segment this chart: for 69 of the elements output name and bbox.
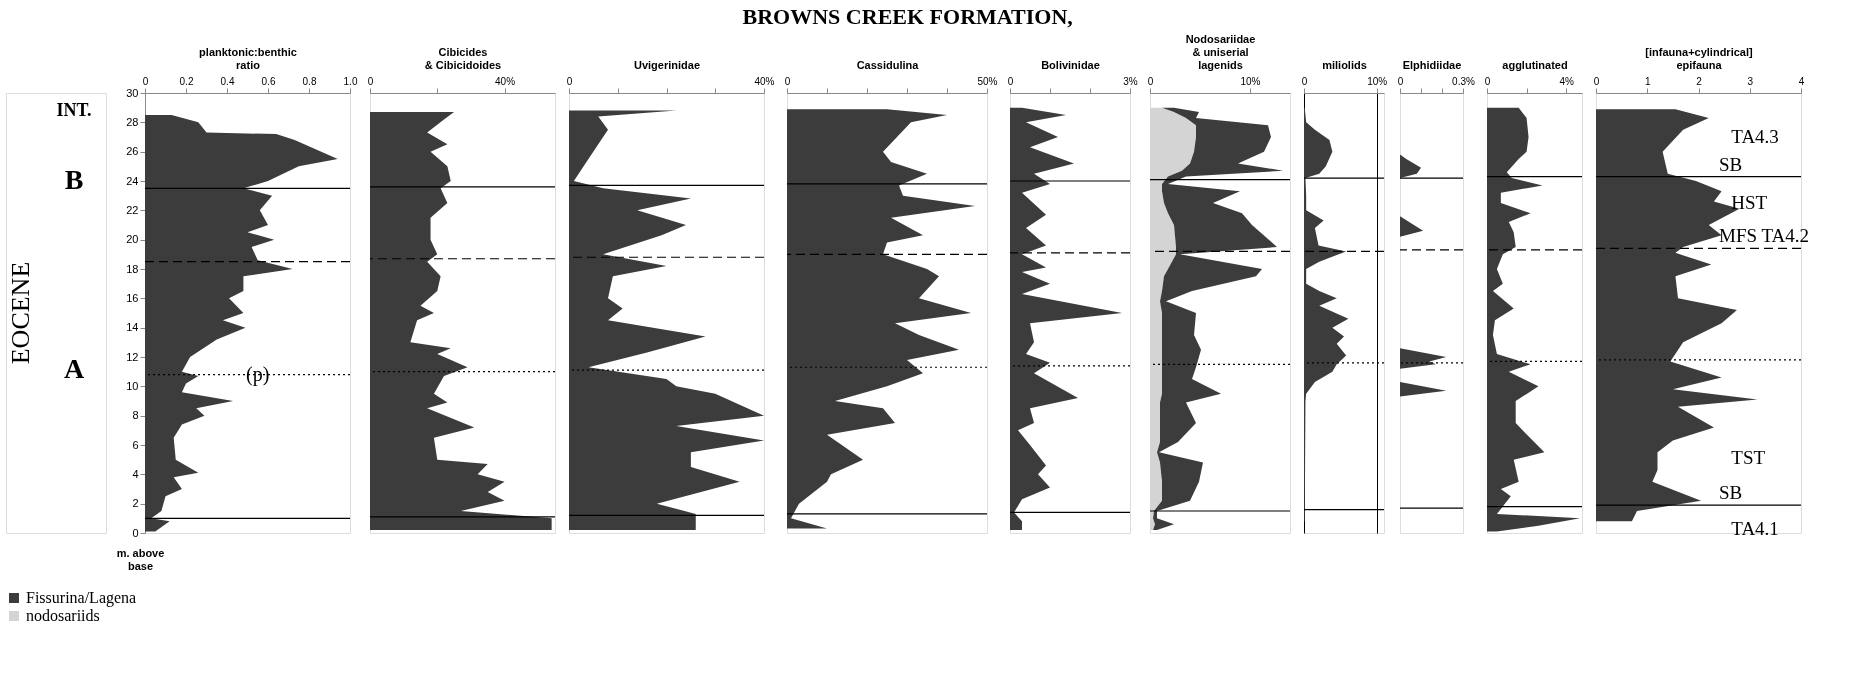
x-tick-label: 0: [367, 75, 374, 87]
y-tick-label: 22: [126, 203, 139, 216]
ref-line-label: (p): [246, 362, 270, 386]
y-tick-label: 18: [126, 262, 139, 275]
x-axis-title: Cassidulina: [856, 58, 920, 71]
y-tick-label: 30: [126, 86, 139, 99]
y-tick-label: 26: [126, 145, 139, 158]
x-tick-label: 3: [1747, 75, 1754, 87]
x-tick-label: 0: [566, 75, 573, 87]
x-tick-label: 0: [1007, 75, 1014, 87]
x-tick-label: 10%: [1240, 75, 1261, 87]
x-tick-label: 0: [1484, 75, 1491, 87]
x-tick-label: 0.6: [261, 75, 276, 87]
y-tick-label: 4: [132, 467, 139, 480]
legend-label: nodosariids: [26, 607, 100, 624]
x-axis-title: [infauna+cylindrical] epifauna: [1645, 45, 1753, 71]
x-tick-label: 40%: [754, 75, 775, 87]
text: EOCENE: [6, 261, 35, 365]
x-tick-label: 0.4: [220, 75, 235, 87]
y-tick-label: 14: [126, 321, 139, 334]
x-tick-label: 0: [1147, 75, 1154, 87]
y-tick-label: 6: [132, 438, 139, 451]
x-tick-label: 0: [1301, 75, 1308, 87]
x-tick-label: 1.0: [343, 75, 358, 87]
x-tick-label: 0: [784, 75, 791, 87]
annotation: SB: [1719, 482, 1743, 504]
y-tick-label: 8: [132, 409, 139, 422]
x-axis-title: Cibicides & Cibicidoides: [424, 45, 502, 71]
text: BROWNS CREEK FORMATION,: [742, 3, 1073, 29]
x-tick-label: 4: [1798, 75, 1805, 87]
x-axis-title: Uvigerinidae: [633, 58, 701, 71]
x-tick-label: 50%: [977, 75, 998, 87]
x-axis-title: Bolivinidae: [1041, 58, 1100, 71]
x-axis-title: agglutinated: [1502, 58, 1568, 71]
x-tick-label: 0: [142, 75, 149, 87]
annotation: MFS TA4.2: [1719, 225, 1809, 247]
y-tick-label: 10: [126, 379, 139, 392]
y-tick-label: 28: [126, 115, 139, 128]
x-tick-label: 1: [1644, 75, 1651, 87]
x-axis-title: planktonic:benthic ratio: [199, 45, 297, 71]
x-tick-label: 10%: [1367, 75, 1388, 87]
x-tick-label: 0.8: [302, 75, 317, 87]
x-tick-label: 0.2: [179, 75, 194, 87]
annotation: TA4.3: [1731, 126, 1779, 147]
text: B: [64, 164, 84, 195]
x-tick-label: 0: [1397, 75, 1404, 87]
x-axis-title: miliolids: [1322, 58, 1367, 71]
legend-label: Fissurina/Lagena: [26, 589, 137, 607]
x-tick-label: 40%: [495, 75, 516, 87]
x-tick-label: 3%: [1123, 75, 1138, 87]
y-tick-label: 20: [126, 233, 139, 246]
y-tick-label: 0: [132, 526, 139, 539]
x-tick-label: 0.3%: [1452, 75, 1475, 87]
x-axis-title: Nodosariidae & uniserial lagenids: [1185, 32, 1256, 71]
text: A: [63, 353, 85, 385]
annotation: SB: [1719, 153, 1743, 175]
x-tick-label: 4%: [1559, 75, 1574, 87]
x-tick-label: 0: [1593, 75, 1600, 87]
text: INT.: [56, 99, 92, 120]
x-tick-label: 2: [1696, 75, 1703, 87]
y-tick-label: 12: [126, 350, 139, 363]
y-tick-label: 24: [126, 174, 139, 187]
y-tick-label: 2: [132, 497, 139, 510]
annotation: HST: [1731, 192, 1768, 213]
y-tick-label: 16: [126, 291, 139, 304]
annotation: TST: [1731, 447, 1766, 469]
y-axis-title: m. above base: [116, 546, 165, 572]
x-axis-title: Elphidiidae: [1402, 58, 1462, 71]
annotation: TA4.1: [1731, 517, 1779, 539]
